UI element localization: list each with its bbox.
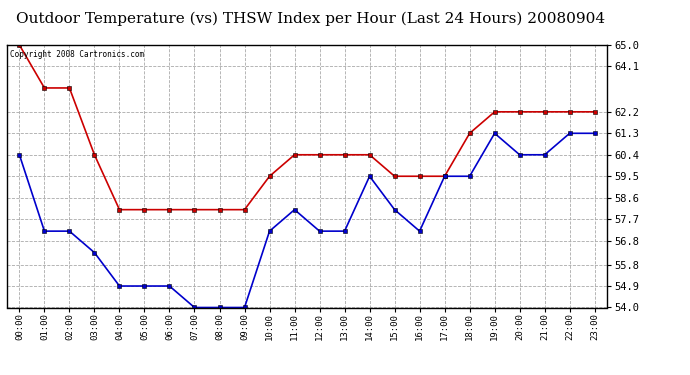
Text: Outdoor Temperature (vs) THSW Index per Hour (Last 24 Hours) 20080904: Outdoor Temperature (vs) THSW Index per … [16,11,605,26]
Text: Copyright 2008 Cartronics.com: Copyright 2008 Cartronics.com [10,50,144,59]
